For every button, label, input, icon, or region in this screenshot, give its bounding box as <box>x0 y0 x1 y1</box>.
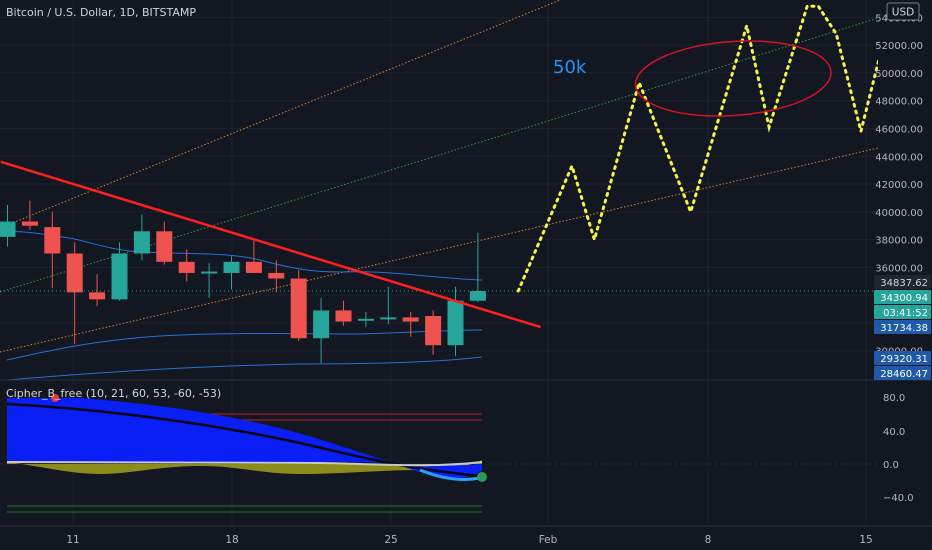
candle-body <box>469 291 486 301</box>
candle-body <box>156 231 173 262</box>
candle-body <box>44 227 61 254</box>
candle-body <box>201 271 218 274</box>
indicator-tick-label: 80.0 <box>883 393 905 404</box>
price-label-box <box>874 275 931 289</box>
buy-dot <box>477 472 487 482</box>
candle-body <box>0 221 16 237</box>
price-tick-label: 46000.00 <box>875 124 923 135</box>
price-label-text: 03:41:52 <box>883 308 928 319</box>
envelope-upper <box>0 231 483 281</box>
money-flow-area <box>7 460 482 474</box>
vwap-line <box>6 461 483 467</box>
candle-body <box>313 310 330 339</box>
sell-dot <box>51 394 59 402</box>
candle-body <box>402 317 419 322</box>
time-tick-label: 11 <box>66 534 79 546</box>
candle-body <box>380 317 397 320</box>
price-label-text: 34837.62 <box>880 278 928 289</box>
candle-body <box>21 221 38 226</box>
candle-body <box>290 278 307 339</box>
channel-mid <box>0 17 879 293</box>
price-label-text: 29320.31 <box>880 354 928 365</box>
price-tick-label: 52000.00 <box>875 41 923 52</box>
indicator-tick-label: −40.0 <box>883 493 914 504</box>
price-axis[interactable]: 54000.0052000.0050000.0048000.0046000.00… <box>874 0 932 380</box>
time-axis[interactable]: 11 18 25 Feb 8 15 <box>0 525 932 546</box>
candle-body <box>425 316 442 346</box>
price-tick-label: 50000.00 <box>875 69 923 80</box>
price-label-box <box>874 305 931 319</box>
time-tick-label: Feb <box>539 534 558 546</box>
price-tick-label: 38000.00 <box>875 236 923 247</box>
price-label-box <box>874 290 931 304</box>
symbol-title[interactable]: Bitcoin / U.S. Dollar, 1D, BITSTAMP <box>6 6 196 19</box>
currency-badge[interactable]: USD <box>886 2 920 21</box>
price-tick-label: 48000.00 <box>875 97 923 108</box>
projection-path[interactable] <box>516 4 888 293</box>
indicator-tick-label: 40.0 <box>883 427 905 438</box>
indicator-tick-label: 0.0 <box>883 460 899 471</box>
indicator-axis: 80.0 40.0 0.0 −40.0 <box>883 393 914 504</box>
target-label: 50k <box>553 57 587 78</box>
target-ellipse[interactable] <box>633 35 834 122</box>
price-tick-label: 42000.00 <box>875 180 923 191</box>
candle-body <box>268 272 285 279</box>
channel-upper <box>0 0 561 229</box>
price-tick-label: 36000.00 <box>875 263 923 274</box>
candle-body <box>133 231 150 254</box>
indicator-pane <box>0 379 932 513</box>
trend-channel <box>0 0 879 353</box>
candle-body <box>357 318 374 321</box>
price-label-box <box>874 366 931 380</box>
price-label-text: 34300.94 <box>880 293 928 304</box>
currency-label: USD <box>892 7 914 19</box>
time-tick-label: 18 <box>225 534 238 546</box>
candle-body <box>335 310 352 322</box>
price-label-text: 31734.38 <box>880 323 928 334</box>
envelope-lower <box>6 356 483 381</box>
wave-two-line <box>6 402 481 478</box>
candle-body <box>223 261 240 273</box>
price-tick-label: 40000.00 <box>875 208 923 219</box>
candle-body <box>89 292 106 300</box>
wave-tail <box>419 468 481 482</box>
price-label-box <box>874 351 931 365</box>
price-tick-label: 44000.00 <box>875 152 923 163</box>
price-label-text: 28460.47 <box>880 369 928 380</box>
time-tick-label: 25 <box>384 534 397 546</box>
candles <box>0 200 486 364</box>
candle-body <box>111 253 128 300</box>
downtrend-line[interactable] <box>0 160 541 329</box>
candle-body <box>447 300 464 346</box>
time-tick-label: 8 <box>705 534 712 546</box>
price-label-box <box>874 320 931 334</box>
indicator-title[interactable]: Cipher_B_free (10, 21, 60, 53, -60, -53) <box>6 387 221 400</box>
candle-body <box>178 261 195 273</box>
candle-body <box>66 253 83 293</box>
candle-body <box>245 261 262 273</box>
time-tick-label: 15 <box>859 534 872 546</box>
